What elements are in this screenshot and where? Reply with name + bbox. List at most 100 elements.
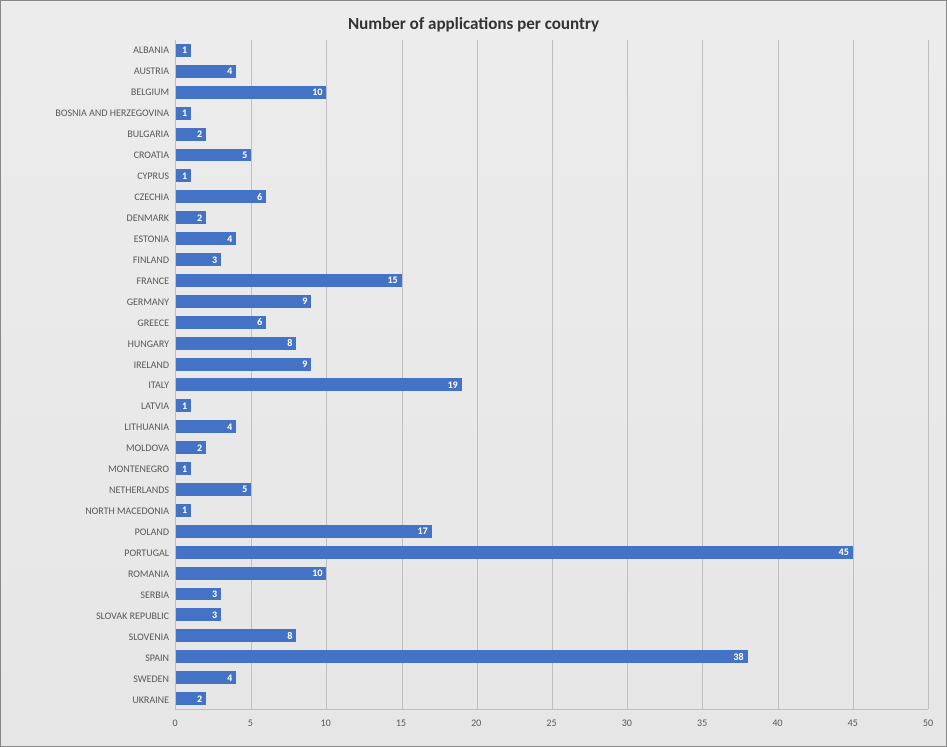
bar-value-label: 10 <box>312 87 322 97</box>
bar: 2 <box>176 128 206 141</box>
bar: 15 <box>176 274 402 287</box>
bar: 9 <box>176 358 311 371</box>
x-axis-tick-label: 20 <box>471 718 481 728</box>
bar: 10 <box>176 86 326 99</box>
y-axis-label: BOSNIA AND HERZEGOVINA <box>7 108 169 118</box>
bar: 10 <box>176 567 326 580</box>
bar: 5 <box>176 483 251 496</box>
bar-value-label: 1 <box>182 505 187 515</box>
bar-value-label: 4 <box>227 422 232 432</box>
y-axis-label: SERBIA <box>7 590 169 600</box>
bar-value-label: 2 <box>197 129 202 139</box>
bar-row: 1 <box>176 399 928 412</box>
bar-row: 1 <box>176 169 928 182</box>
gridline <box>928 40 929 709</box>
bar: 2 <box>176 211 206 224</box>
x-axis-tick-label: 5 <box>248 718 253 728</box>
bar-value-label: 4 <box>227 66 232 76</box>
bar-row: 6 <box>176 316 928 329</box>
bar-value-label: 1 <box>182 45 187 55</box>
bar-row: 1 <box>176 44 928 57</box>
y-axis-label: PORTUGAL <box>7 548 169 558</box>
y-axis-label: GERMANY <box>7 297 169 307</box>
bar: 19 <box>176 378 462 391</box>
x-axis-tick-label: 30 <box>622 718 632 728</box>
bar: 4 <box>176 420 236 433</box>
bar-value-label: 2 <box>197 443 202 453</box>
y-axis-label: MOLDOVA <box>7 443 169 453</box>
bars-container: 141012516243159689191421511745103383842 <box>176 40 928 709</box>
x-axis-tick-label: 0 <box>172 718 177 728</box>
bar-value-label: 45 <box>839 547 849 557</box>
bar-value-label: 9 <box>302 359 307 369</box>
y-axis-labels: ALBANIAAUSTRIABELGIUMBOSNIA AND HERZEGOV… <box>7 40 175 710</box>
y-axis-label: ALBANIA <box>7 45 169 55</box>
y-axis-label: FINLAND <box>7 255 169 265</box>
bar-value-label: 4 <box>227 673 232 683</box>
x-axis-tick-label: 25 <box>546 718 556 728</box>
bar-row: 4 <box>176 65 928 78</box>
bar: 17 <box>176 525 432 538</box>
x-axis-tick-label: 40 <box>772 718 782 728</box>
bar-value-label: 8 <box>287 338 292 348</box>
x-axis-spacer <box>7 718 175 736</box>
bar-value-label: 1 <box>182 464 187 474</box>
bar-row: 10 <box>176 86 928 99</box>
bar-row: 1 <box>176 462 928 475</box>
bar-row: 8 <box>176 629 928 642</box>
bar: 4 <box>176 232 236 245</box>
bar-row: 19 <box>176 378 928 391</box>
y-axis-label: NORTH MACEDONIA <box>7 506 169 516</box>
bar-row: 1 <box>176 107 928 120</box>
y-axis-label: BELGIUM <box>7 87 169 97</box>
bar: 4 <box>176 671 236 684</box>
bar-row: 2 <box>176 692 928 705</box>
y-axis-label: CROATIA <box>7 150 169 160</box>
bar: 5 <box>176 149 251 162</box>
bar: 8 <box>176 629 296 642</box>
bar-value-label: 10 <box>312 568 322 578</box>
bar-value-label: 1 <box>182 171 187 181</box>
y-axis-label: NETHERLANDS <box>7 485 169 495</box>
bar-value-label: 3 <box>212 589 217 599</box>
plot-surface: 141012516243159689191421511745103383842 <box>175 40 928 710</box>
y-axis-label: SLOVAK REPUBLIC <box>7 611 169 621</box>
y-axis-label: FRANCE <box>7 276 169 286</box>
bar-row: 2 <box>176 211 928 224</box>
y-axis-label: DENMARK <box>7 213 169 223</box>
x-axis-tick-label: 35 <box>697 718 707 728</box>
y-axis-label: CYPRUS <box>7 171 169 181</box>
plot-area: ALBANIAAUSTRIABELGIUMBOSNIA AND HERZEGOV… <box>1 40 946 716</box>
bar: 6 <box>176 316 266 329</box>
bar-value-label: 6 <box>257 317 262 327</box>
bar-row: 5 <box>176 149 928 162</box>
bar-row: 3 <box>176 588 928 601</box>
y-axis-label: POLAND <box>7 527 169 537</box>
bar: 1 <box>176 399 191 412</box>
y-axis-label: BULGARIA <box>7 129 169 139</box>
bar-row: 4 <box>176 671 928 684</box>
bar: 1 <box>176 107 191 120</box>
bar-row: 3 <box>176 608 928 621</box>
bar-value-label: 3 <box>212 255 217 265</box>
bar-value-label: 38 <box>733 652 743 662</box>
bar-row: 1 <box>176 504 928 517</box>
x-axis-tick-label: 10 <box>321 718 331 728</box>
bar: 6 <box>176 190 266 203</box>
chart-frame: Number of applications per country ALBAN… <box>0 0 947 747</box>
y-axis-label: UKRAINE <box>7 695 169 705</box>
bar-value-label: 4 <box>227 234 232 244</box>
bar-value-label: 5 <box>242 484 247 494</box>
bar-value-label: 1 <box>182 108 187 118</box>
bar: 1 <box>176 169 191 182</box>
x-axis: 05101520253035404550 <box>1 716 946 746</box>
x-axis-tick-label: 45 <box>848 718 858 728</box>
bar-row: 4 <box>176 232 928 245</box>
bar-row: 3 <box>176 253 928 266</box>
y-axis-label: SWEDEN <box>7 674 169 684</box>
bar: 38 <box>176 650 748 663</box>
bar-value-label: 5 <box>242 150 247 160</box>
bar: 8 <box>176 337 296 350</box>
bar-value-label: 3 <box>212 610 217 620</box>
bar-value-label: 15 <box>387 275 397 285</box>
